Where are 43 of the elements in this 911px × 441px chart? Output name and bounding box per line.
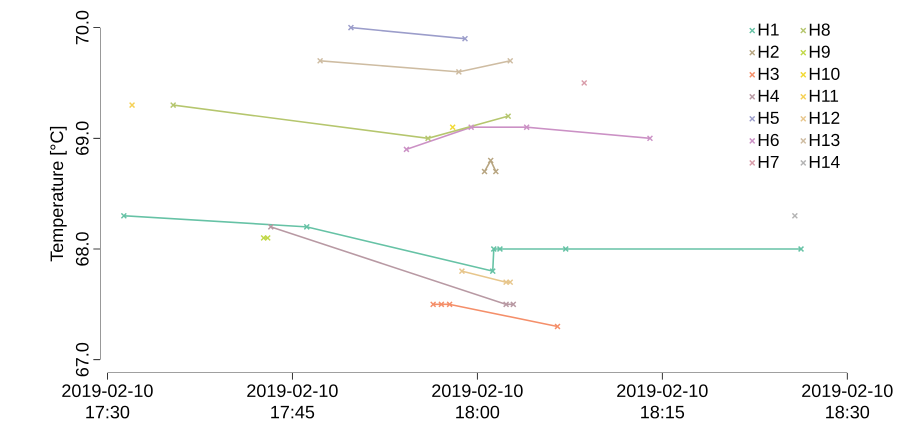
x-tick-label: 2019-02-10 18:30 <box>802 384 893 418</box>
point <box>120 212 128 219</box>
point <box>488 157 494 164</box>
point <box>504 112 512 120</box>
legend-label: H7 <box>758 156 779 168</box>
point <box>304 224 310 230</box>
y-axis-title: Temperature [°C] <box>50 126 67 262</box>
legend-label: H1 <box>758 24 779 36</box>
legend-label: H4 <box>758 90 779 102</box>
legend-label: H10 <box>810 68 840 80</box>
y-tick-label: 70.0 <box>76 10 89 44</box>
legend-label: H8 <box>810 24 830 36</box>
point <box>481 168 488 175</box>
point <box>449 124 456 130</box>
point <box>458 268 466 274</box>
legend-label: H2 <box>758 46 779 58</box>
legend-label: H3 <box>758 68 779 80</box>
x-tick-label: 2019-02-10 18:15 <box>617 384 708 418</box>
y-tick-label: 69.0 <box>76 121 89 155</box>
legend-label: H12 <box>810 112 840 124</box>
point <box>581 80 588 86</box>
y-tick-label: 67.0 <box>76 342 89 376</box>
point <box>468 124 474 130</box>
x-tick-label: 2019-02-10 18:00 <box>432 384 523 418</box>
point <box>523 124 530 130</box>
point <box>562 246 569 252</box>
point <box>403 146 410 153</box>
x-tick-label: 2019-02-10 17:30 <box>62 384 153 418</box>
y-tick-label: 68.0 <box>76 232 89 266</box>
point <box>490 268 496 274</box>
point <box>792 212 798 219</box>
point <box>492 168 500 175</box>
x-tick-label: 2019-02-10 17:45 <box>247 384 338 418</box>
point <box>128 102 136 108</box>
point <box>260 234 267 242</box>
legend-label: H6 <box>758 134 779 146</box>
legend-label: H5 <box>758 112 779 124</box>
legend-label: H11 <box>810 90 838 102</box>
point <box>424 135 432 142</box>
point <box>456 68 462 76</box>
legend-label: H14 <box>810 156 840 168</box>
legend-label: H9 <box>810 46 830 58</box>
legend-label: H13 <box>810 134 840 146</box>
